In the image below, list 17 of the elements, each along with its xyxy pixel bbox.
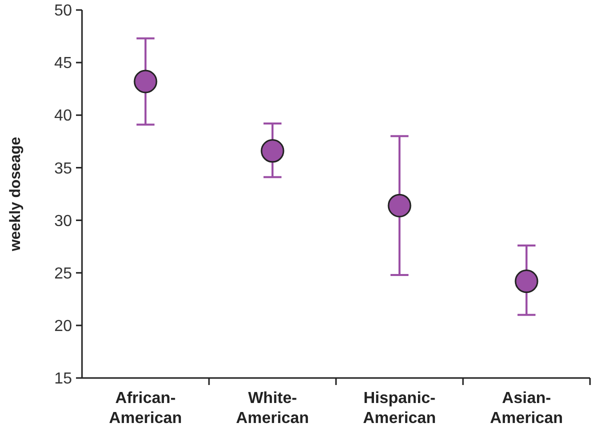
point bbox=[260, 139, 284, 163]
y-tick-label: 25 bbox=[54, 265, 72, 282]
point bbox=[514, 270, 538, 294]
x-tick-label: Asian-American bbox=[490, 390, 563, 427]
y-tick-label: 20 bbox=[54, 318, 72, 336]
point bbox=[134, 70, 158, 94]
y-tick-label: 50 bbox=[54, 2, 72, 20]
y-tick-label: 40 bbox=[54, 108, 72, 125]
y-axis-title: weekly doseage bbox=[7, 136, 24, 252]
point bbox=[388, 194, 412, 218]
y-tick-label: 15 bbox=[54, 370, 72, 388]
x-tick-label: African-American bbox=[109, 390, 182, 427]
x-tick-label: Hispanic-American bbox=[363, 390, 436, 427]
y-tick-label: 35 bbox=[54, 160, 72, 178]
y-tick-label: 30 bbox=[54, 212, 72, 230]
y-tick-label: 45 bbox=[54, 55, 72, 72]
x-tick-label: White-American bbox=[236, 390, 309, 427]
